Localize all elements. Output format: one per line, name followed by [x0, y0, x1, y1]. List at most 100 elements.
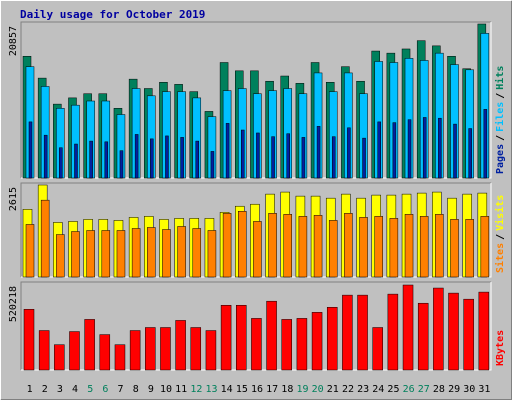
bar: [301, 137, 306, 179]
bar: [225, 123, 230, 179]
bar: [59, 147, 63, 179]
x-tick-label: 28: [433, 384, 445, 395]
bar: [28, 121, 33, 179]
bar: [131, 228, 141, 278]
legend-entry: Hits: [494, 66, 506, 90]
bar: [104, 141, 109, 179]
bar: [347, 127, 351, 179]
bar: [283, 214, 292, 278]
bar: [392, 122, 397, 179]
bar: [342, 294, 353, 371]
x-tick-label: 25: [387, 384, 399, 395]
bar: [377, 121, 381, 179]
bar: [162, 229, 171, 278]
bar: [389, 218, 399, 278]
bar: [38, 330, 50, 371]
x-tick-label: 26: [403, 384, 415, 395]
bar: [331, 136, 336, 179]
bar: [150, 138, 154, 179]
bar: [483, 109, 488, 179]
bar: [205, 330, 217, 371]
bar: [326, 307, 338, 371]
x-tick-label: 20: [312, 384, 324, 395]
bar: [190, 327, 202, 371]
bar: [359, 217, 368, 278]
bar: [119, 150, 124, 179]
bar: [25, 224, 35, 278]
x-tick-label: 12: [190, 384, 202, 395]
bar: [344, 213, 353, 278]
bar: [387, 293, 399, 371]
bar: [253, 221, 262, 278]
bar: [99, 334, 111, 371]
x-tick-label: 13: [205, 384, 217, 395]
bar: [71, 231, 80, 278]
bar: [56, 234, 65, 278]
bar: [180, 137, 184, 179]
x-tick-label: 17: [266, 384, 278, 395]
bar: [241, 129, 245, 179]
x-tick-label: 29: [448, 384, 460, 395]
x-tick-label: 23: [357, 384, 369, 395]
legend-separator: /: [495, 234, 506, 240]
bar: [54, 344, 65, 371]
bar: [311, 312, 323, 371]
x-tick-label: 11: [175, 384, 187, 395]
bar: [296, 318, 308, 371]
bar: [286, 133, 290, 179]
bar: [453, 123, 457, 179]
x-tick-label: 19: [296, 384, 308, 395]
bar: [465, 219, 474, 278]
bar: [422, 117, 427, 179]
bar: [438, 117, 442, 179]
x-tick-label: 27: [418, 384, 430, 395]
bar: [256, 132, 260, 179]
bar: [220, 304, 232, 371]
bar: [145, 327, 156, 371]
legend-entry: Visits: [494, 195, 506, 231]
x-tick-label: 30: [463, 384, 475, 395]
bar: [43, 134, 48, 179]
bar: [281, 319, 292, 371]
bar: [86, 230, 95, 278]
bar: [251, 318, 262, 371]
bar: [417, 302, 429, 371]
bar: [463, 298, 474, 371]
bar: [362, 137, 366, 179]
x-tick-label: 5: [87, 384, 93, 395]
x-tick-label: 8: [133, 384, 139, 395]
bar: [468, 128, 472, 179]
x-tick-label: 3: [57, 384, 63, 395]
bar: [69, 331, 80, 371]
bar: [134, 134, 139, 179]
bar: [101, 230, 111, 278]
x-tick-label: 16: [251, 384, 263, 395]
bar: [129, 330, 141, 371]
bar: [480, 216, 490, 278]
bar: [268, 213, 277, 278]
bar: [316, 126, 321, 179]
x-tick-label: 4: [72, 384, 78, 395]
bar: [147, 227, 156, 278]
bar: [89, 140, 93, 179]
y-max-label: 2615: [8, 187, 19, 211]
legend-entry: Sites: [494, 243, 506, 273]
x-tick-label: 10: [160, 384, 172, 395]
bar: [374, 216, 383, 278]
panel-edge-dark: [20, 281, 491, 370]
bar: [210, 151, 215, 179]
bar: [313, 215, 323, 278]
bar: [238, 211, 247, 278]
bar: [357, 294, 368, 371]
bar: [266, 300, 277, 371]
bar: [372, 327, 383, 371]
bar: [478, 291, 490, 371]
panel-edge-dark: [20, 182, 491, 277]
x-tick-label: 7: [118, 384, 124, 395]
x-tick-label: 22: [342, 384, 354, 395]
x-tick-label: 1: [27, 384, 33, 395]
bar: [419, 216, 429, 278]
bar: [450, 219, 459, 278]
x-tick-label: 9: [148, 384, 154, 395]
